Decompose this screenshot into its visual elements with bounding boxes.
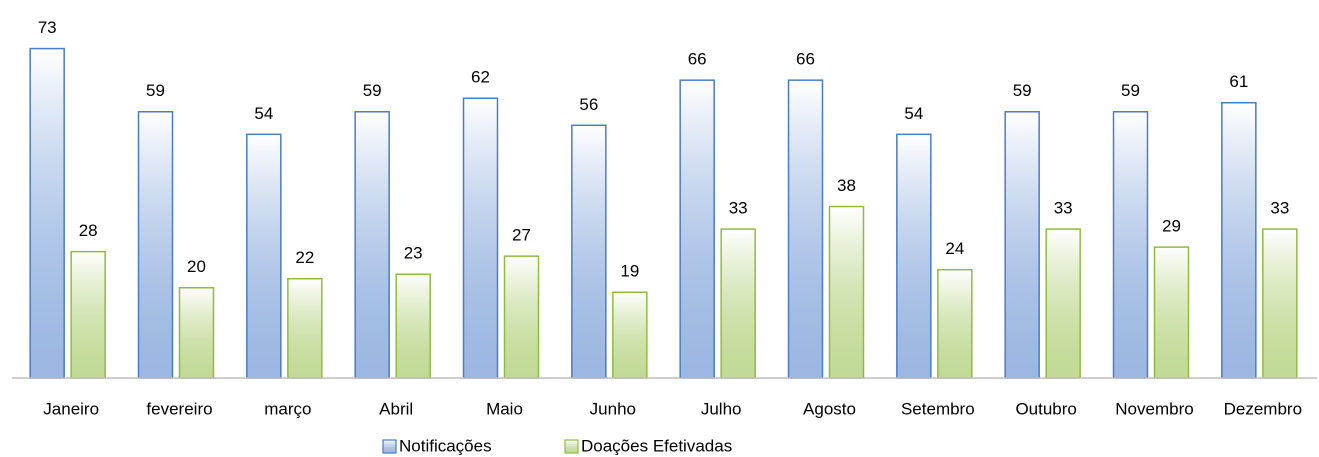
legend-swatch — [564, 439, 579, 454]
bar — [1262, 228, 1298, 379]
data-label: 19 — [620, 262, 639, 281]
legend-label: Doações Efetivadas — [581, 436, 732, 455]
bar — [178, 287, 215, 379]
data-label: 54 — [254, 104, 273, 123]
data-label: 73 — [38, 18, 57, 37]
x-tick-label: Setembro — [901, 399, 975, 418]
data-label: 20 — [187, 257, 206, 276]
x-tick-label: Outubro — [1015, 399, 1076, 418]
data-label: 24 — [945, 239, 964, 258]
bar — [1153, 246, 1190, 379]
data-label: 33 — [729, 199, 748, 218]
x-tick-label: Dezembro — [1224, 399, 1302, 418]
data-label: 23 — [404, 244, 423, 263]
bar — [720, 228, 756, 379]
x-tick-label: Agosto — [803, 399, 856, 418]
x-tick-label: Junho — [590, 399, 636, 418]
data-label: 27 — [512, 226, 531, 245]
x-tick-label: Abril — [379, 399, 413, 418]
x-tick-label: Julho — [701, 399, 742, 418]
bar — [503, 255, 540, 379]
data-label: 66 — [796, 50, 815, 69]
data-label: 59 — [146, 81, 165, 100]
x-tick-label: março — [264, 399, 311, 418]
data-label: 56 — [579, 95, 598, 114]
bar — [937, 268, 973, 379]
data-label: 66 — [688, 50, 707, 69]
bar — [462, 97, 499, 379]
data-label: 62 — [471, 68, 490, 87]
bar — [1112, 111, 1149, 379]
x-tick-label: fevereiro — [146, 399, 212, 418]
x-tick-label: Maio — [486, 399, 523, 418]
data-label: 33 — [1270, 199, 1289, 218]
bar — [70, 250, 106, 379]
legend-label: Notificações — [399, 436, 492, 455]
bar — [137, 111, 174, 379]
bar — [612, 291, 648, 379]
bar — [679, 79, 715, 379]
data-label: 61 — [1229, 72, 1248, 91]
bar — [354, 111, 390, 379]
bar — [287, 277, 323, 379]
bar — [1004, 111, 1040, 379]
data-label: 22 — [295, 248, 314, 267]
bar — [29, 47, 65, 379]
bar — [395, 273, 431, 379]
legend-swatch — [382, 439, 397, 454]
data-label: 59 — [1121, 81, 1140, 100]
bar — [571, 124, 607, 379]
data-label: 54 — [904, 104, 923, 123]
bar — [1221, 101, 1257, 379]
bar — [246, 133, 282, 379]
x-tick-label: Janeiro — [43, 399, 99, 418]
data-label: 28 — [79, 221, 98, 240]
bar — [787, 79, 824, 379]
data-label: 38 — [837, 176, 856, 195]
bar — [828, 205, 865, 379]
data-label: 59 — [363, 81, 382, 100]
bar — [1045, 228, 1081, 379]
x-tick-label: Novembro — [1115, 399, 1193, 418]
data-label: 33 — [1054, 199, 1073, 218]
data-label: 59 — [1013, 81, 1032, 100]
bar — [896, 133, 932, 379]
data-label: 29 — [1162, 217, 1181, 236]
